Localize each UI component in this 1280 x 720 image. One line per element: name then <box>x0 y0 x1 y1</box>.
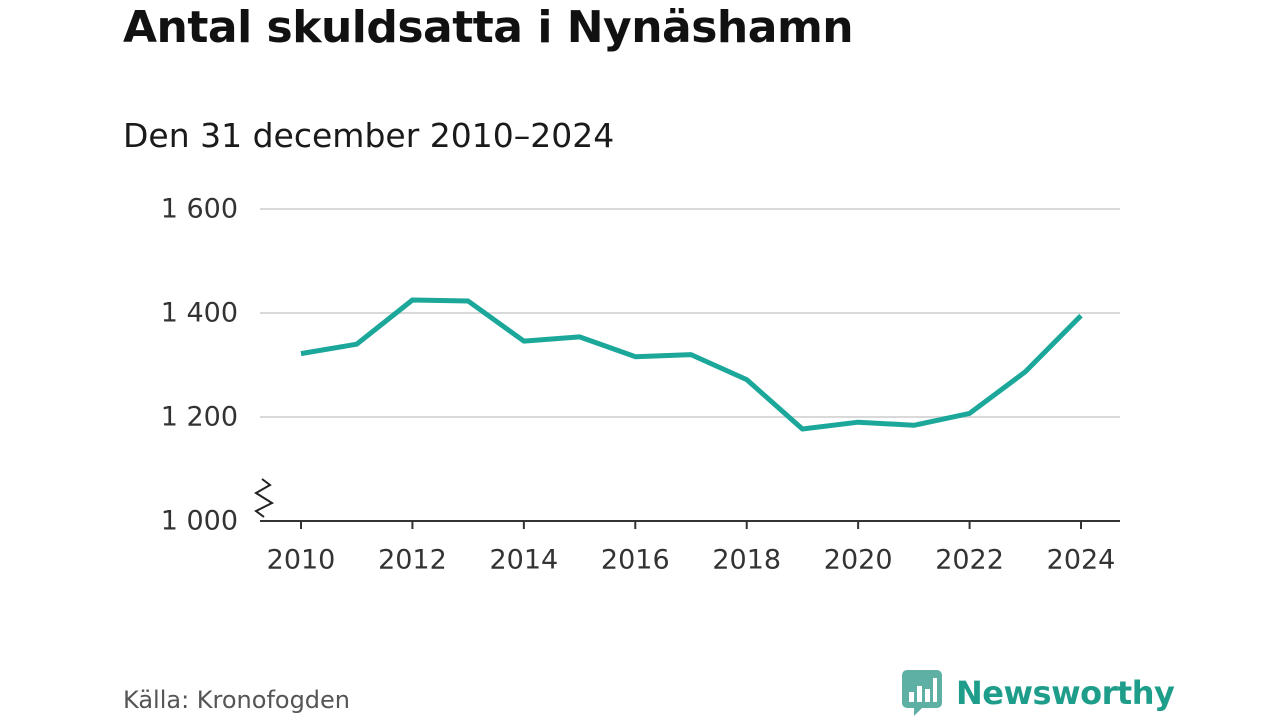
x-tick-label: 2010 <box>267 545 336 576</box>
series-layer <box>300 297 1083 432</box>
x-axis <box>260 520 1120 529</box>
chart-title: Antal skuldsatta i Nynäshamn <box>123 2 854 53</box>
x-tick-label: 2016 <box>601 545 670 576</box>
series-line <box>300 297 1083 432</box>
y-tick-label: 1 400 <box>161 298 238 329</box>
chart-subtitle: Den 31 december 2010–2024 <box>123 116 615 155</box>
x-tick-label: 2024 <box>1047 545 1116 576</box>
x-tick-label: 2020 <box>824 545 893 576</box>
bar-chart-speech-bubble-icon <box>902 670 942 716</box>
zigzag-axis-break-icon <box>254 478 275 518</box>
y-axis-labels: 1 000 1 200 1 400 1 600 <box>161 194 238 537</box>
x-tick-label: 2018 <box>712 545 781 576</box>
brand-logo[interactable]: Newsworthy <box>902 670 1175 716</box>
brand-name: Newsworthy <box>956 674 1175 712</box>
x-tick-label: 2014 <box>489 545 558 576</box>
x-tick-label: 2022 <box>935 545 1004 576</box>
axis-break <box>254 478 275 518</box>
y-tick-label: 1 200 <box>161 402 238 433</box>
grid-lines <box>260 208 1120 418</box>
y-tick-label: 1 000 <box>161 506 238 537</box>
source-note: Källa: Kronofogden <box>123 686 351 714</box>
x-tick-label: 2012 <box>378 545 447 576</box>
y-tick-label: 1 600 <box>161 194 238 225</box>
x-axis-labels: 2010 2012 2014 2016 2018 2020 2022 2024 <box>267 545 1116 576</box>
